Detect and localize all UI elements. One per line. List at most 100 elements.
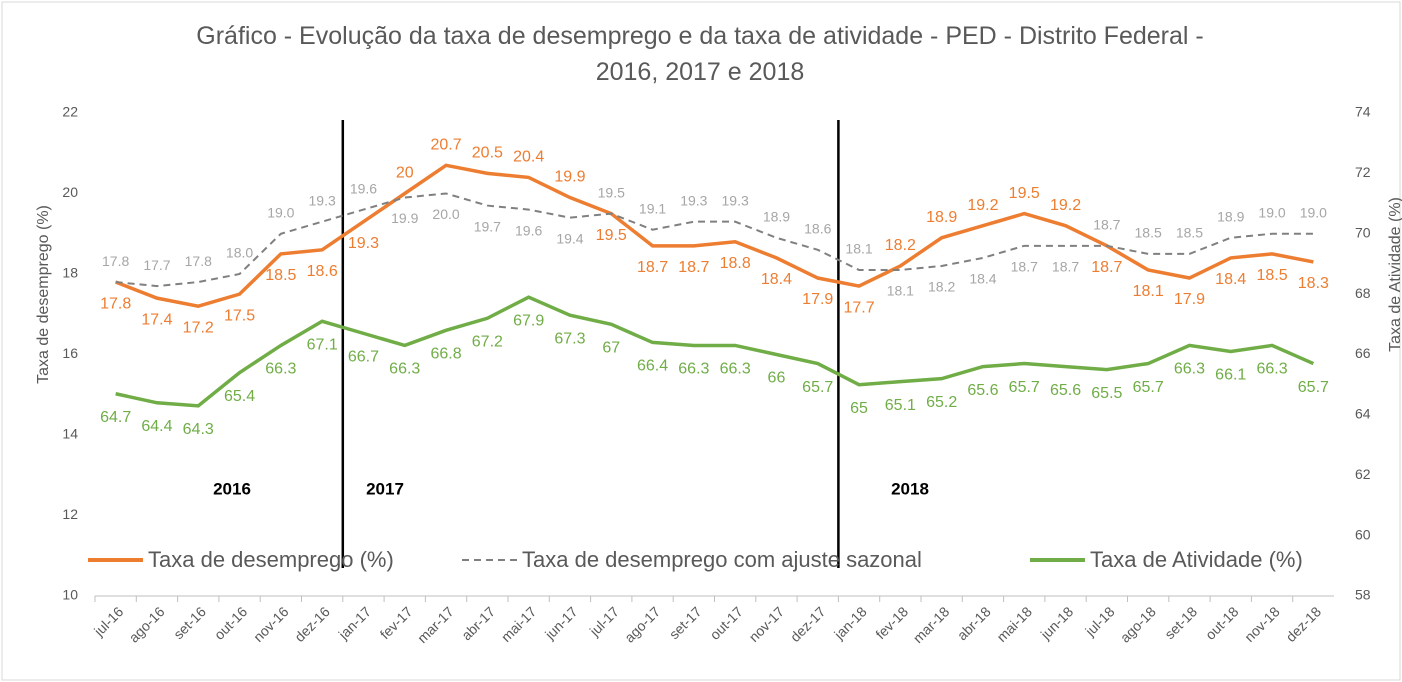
data-label: 66.3 — [720, 361, 751, 378]
data-label: 19.6 — [515, 222, 542, 238]
data-label: 18.4 — [969, 271, 996, 287]
y-tick-label: 20 — [62, 184, 78, 200]
data-label: 67.3 — [554, 330, 585, 347]
y2-tick-label: 58 — [1355, 587, 1371, 603]
y-tick-label: 14 — [62, 426, 78, 442]
x-tick-label: jul-17 — [586, 603, 622, 639]
series-line — [115, 192, 1314, 288]
x-tick-label: out-18 — [1202, 603, 1242, 643]
x-tick-label: mar-17 — [414, 603, 457, 646]
data-label: 18.2 — [885, 237, 916, 254]
data-label: 19.2 — [967, 197, 998, 214]
data-label: 18.1 — [1133, 283, 1164, 300]
data-label: 19.3 — [348, 235, 379, 252]
data-label: 65.1 — [885, 397, 916, 414]
data-label: 18.9 — [1217, 208, 1244, 224]
data-label: 19.5 — [1009, 185, 1040, 202]
y2-tick-label: 66 — [1355, 345, 1371, 361]
data-label: 19.0 — [1300, 204, 1327, 220]
x-tick-label: out-17 — [707, 603, 747, 643]
data-label: 65.6 — [967, 382, 998, 399]
data-label: 66 — [768, 370, 786, 387]
x-tick-label: set-17 — [666, 603, 705, 642]
data-label: 65.6 — [1050, 382, 1081, 399]
data-label: 17.7 — [843, 299, 874, 316]
data-label: 18.7 — [637, 259, 668, 276]
series-line — [115, 163, 1314, 308]
data-label: 66.7 — [348, 349, 379, 366]
data-label: 19.1 — [639, 200, 666, 216]
data-label: 64.7 — [100, 409, 131, 426]
data-label: 18.4 — [761, 271, 792, 288]
y2-tick-label: 70 — [1355, 224, 1371, 240]
data-label: 18.7 — [1091, 259, 1122, 276]
data-label: 20.4 — [513, 149, 544, 166]
data-label: 17.8 — [100, 295, 131, 312]
y2-tick-label: 68 — [1355, 285, 1371, 301]
data-label: 18.7 — [1011, 259, 1038, 275]
data-label: 65.7 — [802, 379, 833, 396]
data-label: 65.2 — [926, 394, 957, 411]
legend-label: Taxa de Atividade (%) — [1090, 547, 1303, 572]
data-label: 17.8 — [102, 253, 129, 269]
data-label: 66.4 — [637, 358, 668, 375]
data-label: 18.1 — [887, 283, 914, 299]
data-label: 67.1 — [307, 337, 338, 354]
y2-axis-title: Taxa de Atividade (%) — [1387, 197, 1402, 352]
y-axis-title: Taxa de desemprego (%) — [35, 205, 52, 384]
data-label: 65.4 — [224, 388, 255, 405]
data-label: 19.3 — [309, 192, 336, 208]
x-tick-label: jan-18 — [830, 603, 870, 643]
y2-tick-label: 74 — [1355, 104, 1371, 120]
chart-title: Gráfico - Evolução da taxa de desemprego… — [196, 22, 1204, 86]
data-label: 18.3 — [1298, 275, 1329, 292]
annotation: 2017 — [366, 479, 404, 498]
x-tick-label: mai-18 — [993, 603, 1035, 645]
data-label: 18.6 — [307, 263, 338, 280]
data-label: 66.3 — [389, 361, 420, 378]
x-tick-label: set-16 — [170, 603, 209, 642]
annotation: 2016 — [213, 479, 251, 498]
data-label: 18.5 — [1135, 225, 1162, 241]
data-label: 17.2 — [183, 319, 214, 336]
x-tick-label: dez-17 — [787, 603, 829, 645]
x-tick-label: nov-16 — [250, 603, 292, 645]
x-tick-label: fev-17 — [377, 603, 416, 642]
data-label: 20.5 — [472, 145, 503, 162]
data-label: 19.7 — [474, 218, 501, 234]
y-tick-label: 16 — [62, 345, 78, 361]
y2-tick-label: 72 — [1355, 164, 1371, 180]
data-label: 65.7 — [1009, 379, 1040, 396]
data-label: 18.7 — [1052, 259, 1079, 275]
x-tick-label: mai-17 — [498, 603, 540, 645]
data-label: 20.7 — [430, 137, 461, 154]
data-label: 20.0 — [432, 206, 459, 222]
data-label: 19.6 — [350, 180, 377, 196]
y-tick-label: 10 — [62, 587, 78, 603]
data-label: 18.5 — [1176, 225, 1203, 241]
legend-label: Taxa de desemprego com ajuste sazonal — [522, 547, 922, 572]
legend-label: Taxa de desemprego (%) — [148, 547, 394, 572]
data-label: 65.7 — [1133, 379, 1164, 396]
x-tick-label: fev-18 — [872, 603, 911, 642]
data-label: 18.1 — [845, 241, 872, 257]
data-label: 17.5 — [224, 307, 255, 324]
data-label: 19.3 — [680, 192, 707, 208]
data-label: 64.3 — [183, 421, 214, 438]
x-tick-label: nov-17 — [746, 603, 788, 645]
data-label: 18.5 — [1256, 267, 1287, 284]
data-label: 18.5 — [265, 267, 296, 284]
data-label: 67.2 — [472, 333, 503, 350]
data-label: 64.4 — [141, 418, 172, 435]
y2-tick-label: 60 — [1355, 526, 1371, 542]
x-tick-label: ago-16 — [126, 603, 168, 645]
x-tick-label: ago-18 — [1117, 603, 1159, 645]
y-tick-label: 18 — [62, 265, 78, 281]
data-label: 18.7 — [678, 259, 709, 276]
y-tick-label: 22 — [62, 104, 78, 120]
data-label: 67 — [602, 340, 620, 357]
x-tick-label: nov-18 — [1241, 603, 1283, 645]
data-label: 65.5 — [1091, 385, 1122, 402]
